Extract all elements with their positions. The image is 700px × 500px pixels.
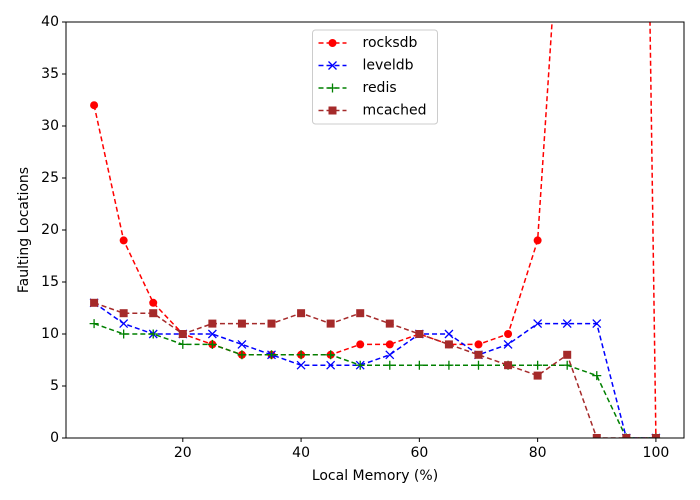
marker: [592, 434, 601, 438]
marker: [444, 340, 453, 349]
marker: [355, 360, 365, 370]
marker: [296, 360, 306, 370]
marker: [385, 350, 395, 360]
marker: [356, 309, 365, 318]
marker: [326, 360, 336, 370]
marker: [592, 319, 602, 329]
legend-marker: [328, 106, 337, 115]
marker: [148, 329, 158, 339]
marker: [296, 350, 306, 360]
y-axis-label: Faulting Locations: [16, 167, 32, 293]
marker: [533, 236, 542, 245]
marker: [119, 309, 128, 318]
y-tick-label: 0: [50, 430, 59, 446]
marker: [237, 350, 247, 360]
marker: [267, 350, 277, 360]
legend-marker: [328, 39, 337, 47]
marker: [237, 319, 246, 328]
marker: [90, 101, 99, 110]
marker: [444, 360, 454, 370]
marker: [267, 319, 276, 328]
marker: [474, 350, 483, 359]
y-tick-label: 10: [41, 326, 59, 342]
marker: [207, 339, 217, 349]
x-tick-label: 20: [174, 445, 192, 461]
marker: [622, 434, 631, 438]
legend-marker: [328, 83, 337, 93]
y-tick-label: 5: [50, 378, 59, 394]
marker: [326, 350, 336, 360]
marker: [297, 309, 306, 318]
marker: [208, 319, 217, 328]
marker: [119, 236, 128, 245]
marker: [178, 330, 187, 338]
y-tick-label: 35: [41, 66, 59, 82]
plot-area: [89, 22, 661, 438]
marker: [237, 339, 247, 349]
legend-box: [312, 29, 438, 125]
marker: [149, 309, 158, 318]
marker: [651, 434, 660, 438]
x-tick-label: 40: [292, 445, 310, 461]
y-tick-label: 15: [41, 274, 59, 290]
marker: [533, 360, 543, 370]
y-tick-label: 25: [41, 170, 59, 186]
legend-label: rocksdb: [363, 35, 418, 51]
marker: [207, 329, 217, 339]
marker: [473, 360, 483, 370]
marker: [504, 330, 513, 338]
marker: [562, 319, 572, 329]
marker: [90, 298, 99, 307]
x-tick-label: 60: [410, 445, 428, 461]
series-line: [93, 302, 656, 438]
legend-label: mcached: [363, 103, 427, 119]
marker: [119, 319, 129, 329]
marker: [385, 360, 395, 370]
marker: [178, 339, 188, 349]
marker: [504, 361, 513, 370]
marker: [563, 350, 572, 359]
marker: [326, 319, 335, 328]
marker: [444, 329, 454, 339]
y-tick-label: 40: [41, 14, 59, 30]
x-tick-label: 80: [529, 445, 547, 461]
marker: [414, 360, 424, 370]
legend-label: leveldb: [363, 58, 414, 74]
y-tick-label: 30: [41, 118, 59, 134]
marker: [533, 319, 543, 329]
marker: [356, 340, 365, 349]
marker: [592, 371, 602, 381]
marker: [89, 319, 99, 329]
plot-frame: [65, 21, 685, 439]
marker: [533, 371, 542, 380]
marker: [385, 340, 394, 349]
marker: [503, 339, 513, 349]
marker: [415, 330, 424, 338]
legend-marker: [328, 61, 337, 70]
marker: [149, 298, 158, 307]
x-axis-label: Local Memory (%): [312, 468, 438, 484]
x-tick-label: 100: [643, 445, 670, 461]
series-line: [93, 302, 656, 438]
marker: [119, 329, 129, 339]
legend-label: redis: [363, 80, 397, 96]
y-tick-label: 20: [41, 222, 59, 238]
marker: [385, 319, 394, 328]
series-line: [93, 322, 656, 438]
marker: [474, 340, 483, 349]
